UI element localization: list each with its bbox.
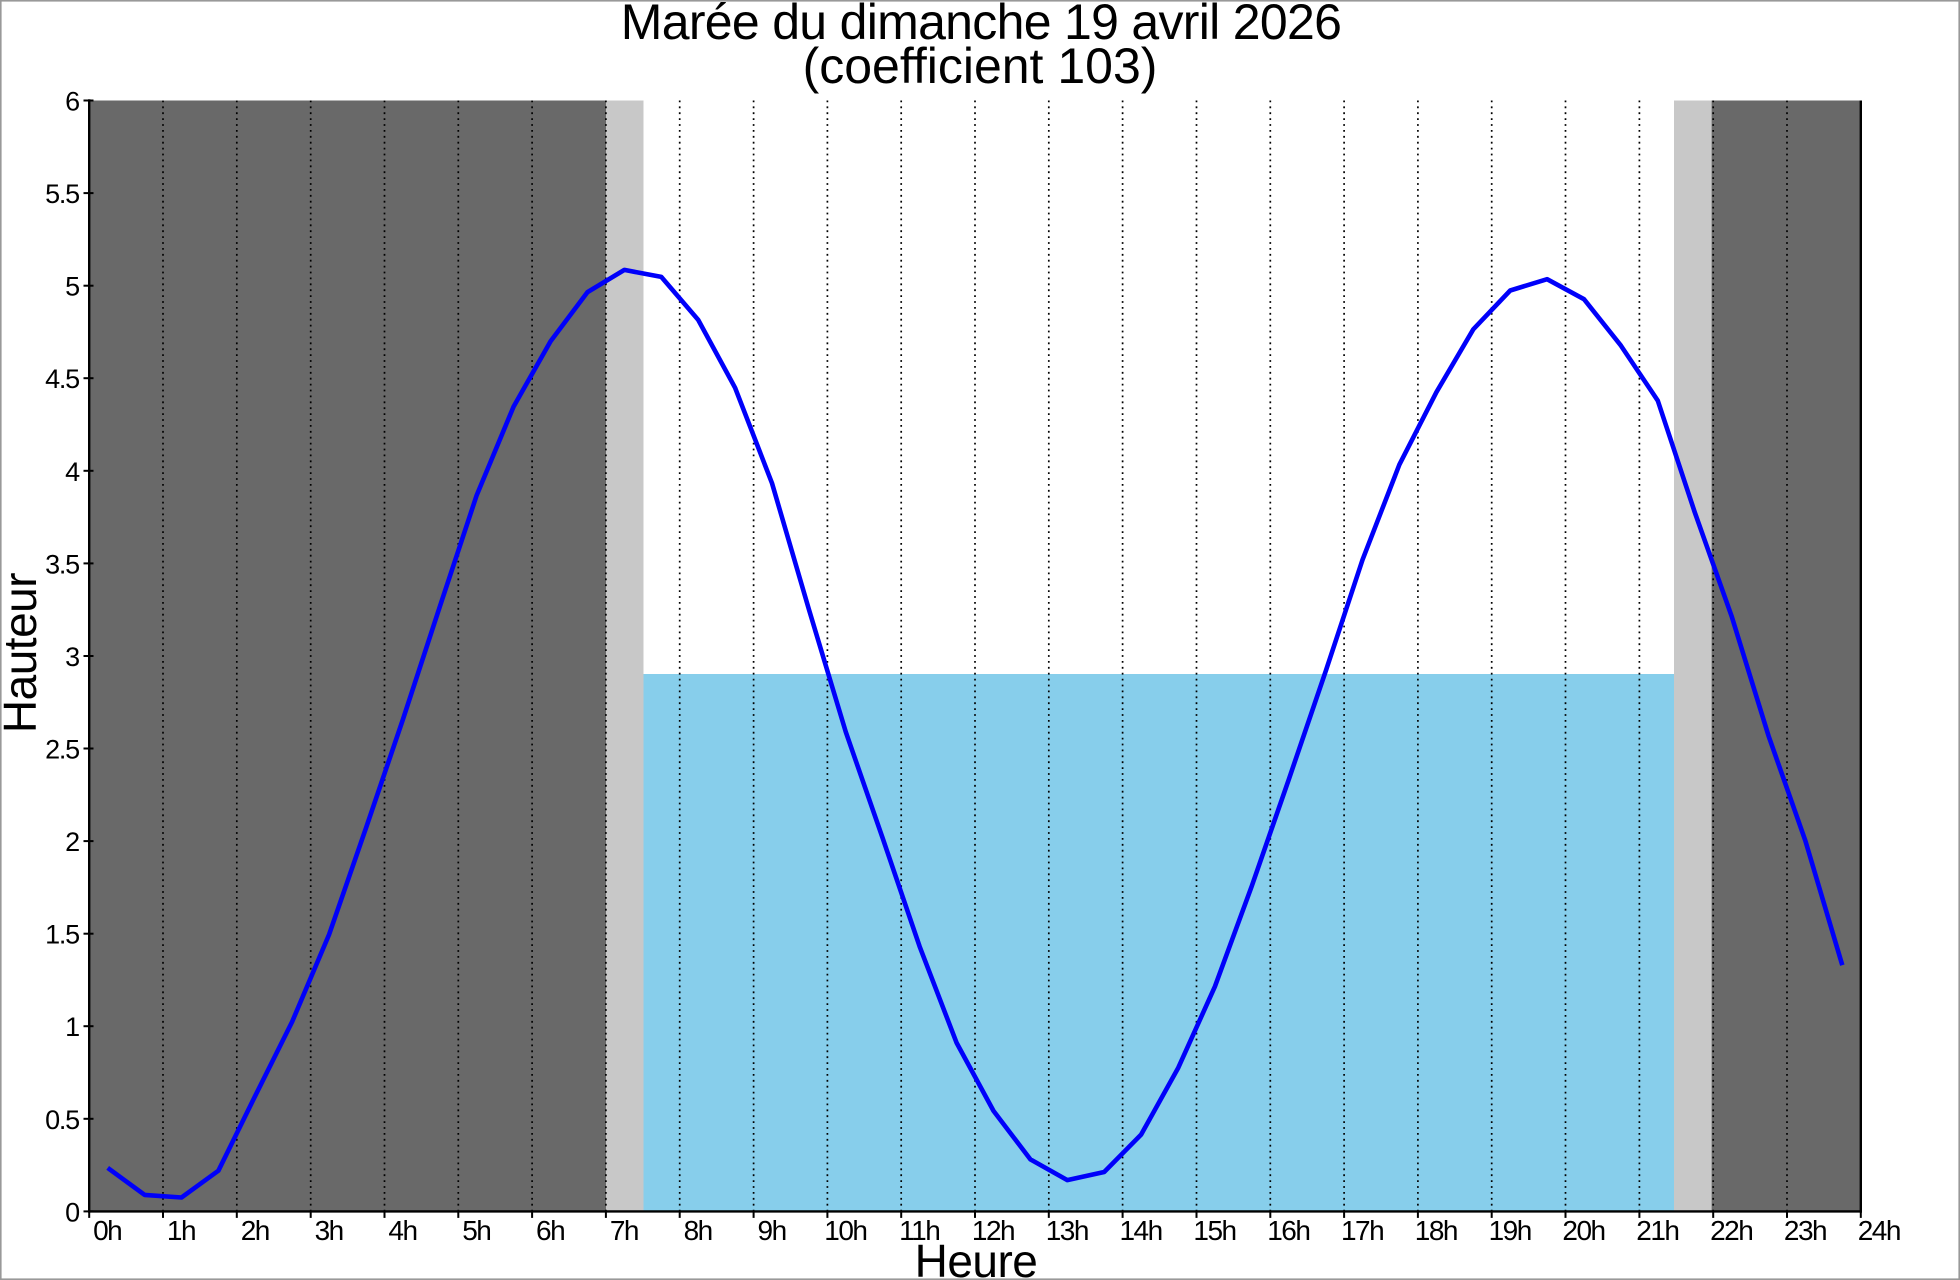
svg-text:15h: 15h (1193, 1215, 1235, 1246)
svg-text:14h: 14h (1119, 1215, 1161, 1246)
svg-text:6h: 6h (536, 1215, 564, 1246)
svg-text:Marée du dimanche 19 avril 202: Marée du dimanche 19 avril 2026 (621, 0, 1341, 50)
svg-text:5: 5 (65, 272, 79, 302)
svg-text:11h: 11h (899, 1215, 939, 1246)
svg-text:4.5: 4.5 (45, 364, 79, 394)
svg-text:0h: 0h (93, 1215, 121, 1246)
svg-text:9h: 9h (758, 1215, 786, 1246)
svg-text:20h: 20h (1562, 1215, 1604, 1246)
svg-text:8h: 8h (684, 1215, 712, 1246)
svg-text:5h: 5h (462, 1215, 490, 1246)
svg-text:4: 4 (65, 457, 80, 487)
svg-text:10h: 10h (824, 1215, 866, 1246)
svg-text:5.5: 5.5 (45, 179, 79, 209)
svg-text:19h: 19h (1489, 1215, 1531, 1246)
svg-text:21h: 21h (1636, 1215, 1678, 1246)
svg-text:2: 2 (65, 827, 79, 857)
svg-text:3.5: 3.5 (45, 549, 79, 579)
svg-text:23h: 23h (1784, 1215, 1826, 1246)
svg-text:22h: 22h (1710, 1215, 1752, 1246)
svg-text:0.5: 0.5 (45, 1105, 79, 1135)
svg-text:3h: 3h (315, 1215, 343, 1246)
svg-text:7h: 7h (610, 1215, 638, 1246)
svg-text:13h: 13h (1046, 1215, 1088, 1246)
svg-text:0: 0 (65, 1197, 79, 1227)
svg-text:6: 6 (65, 87, 79, 117)
svg-text:18h: 18h (1415, 1215, 1457, 1246)
svg-text:1.5: 1.5 (45, 920, 79, 950)
svg-text:3: 3 (65, 642, 79, 672)
svg-text:Hauteur: Hauteur (0, 573, 46, 733)
svg-text:Heure: Heure (915, 1235, 1038, 1280)
svg-text:4h: 4h (388, 1215, 416, 1246)
svg-text:1h: 1h (167, 1215, 195, 1246)
svg-text:12h: 12h (972, 1215, 1014, 1246)
svg-text:2h: 2h (241, 1215, 269, 1246)
svg-text:16h: 16h (1267, 1215, 1309, 1246)
svg-text:1: 1 (65, 1012, 79, 1042)
svg-text:17h: 17h (1341, 1215, 1383, 1246)
svg-text:(coefficient 103): (coefficient 103) (803, 38, 1158, 94)
svg-text:24h: 24h (1858, 1215, 1900, 1246)
svg-text:2.5: 2.5 (45, 735, 79, 765)
